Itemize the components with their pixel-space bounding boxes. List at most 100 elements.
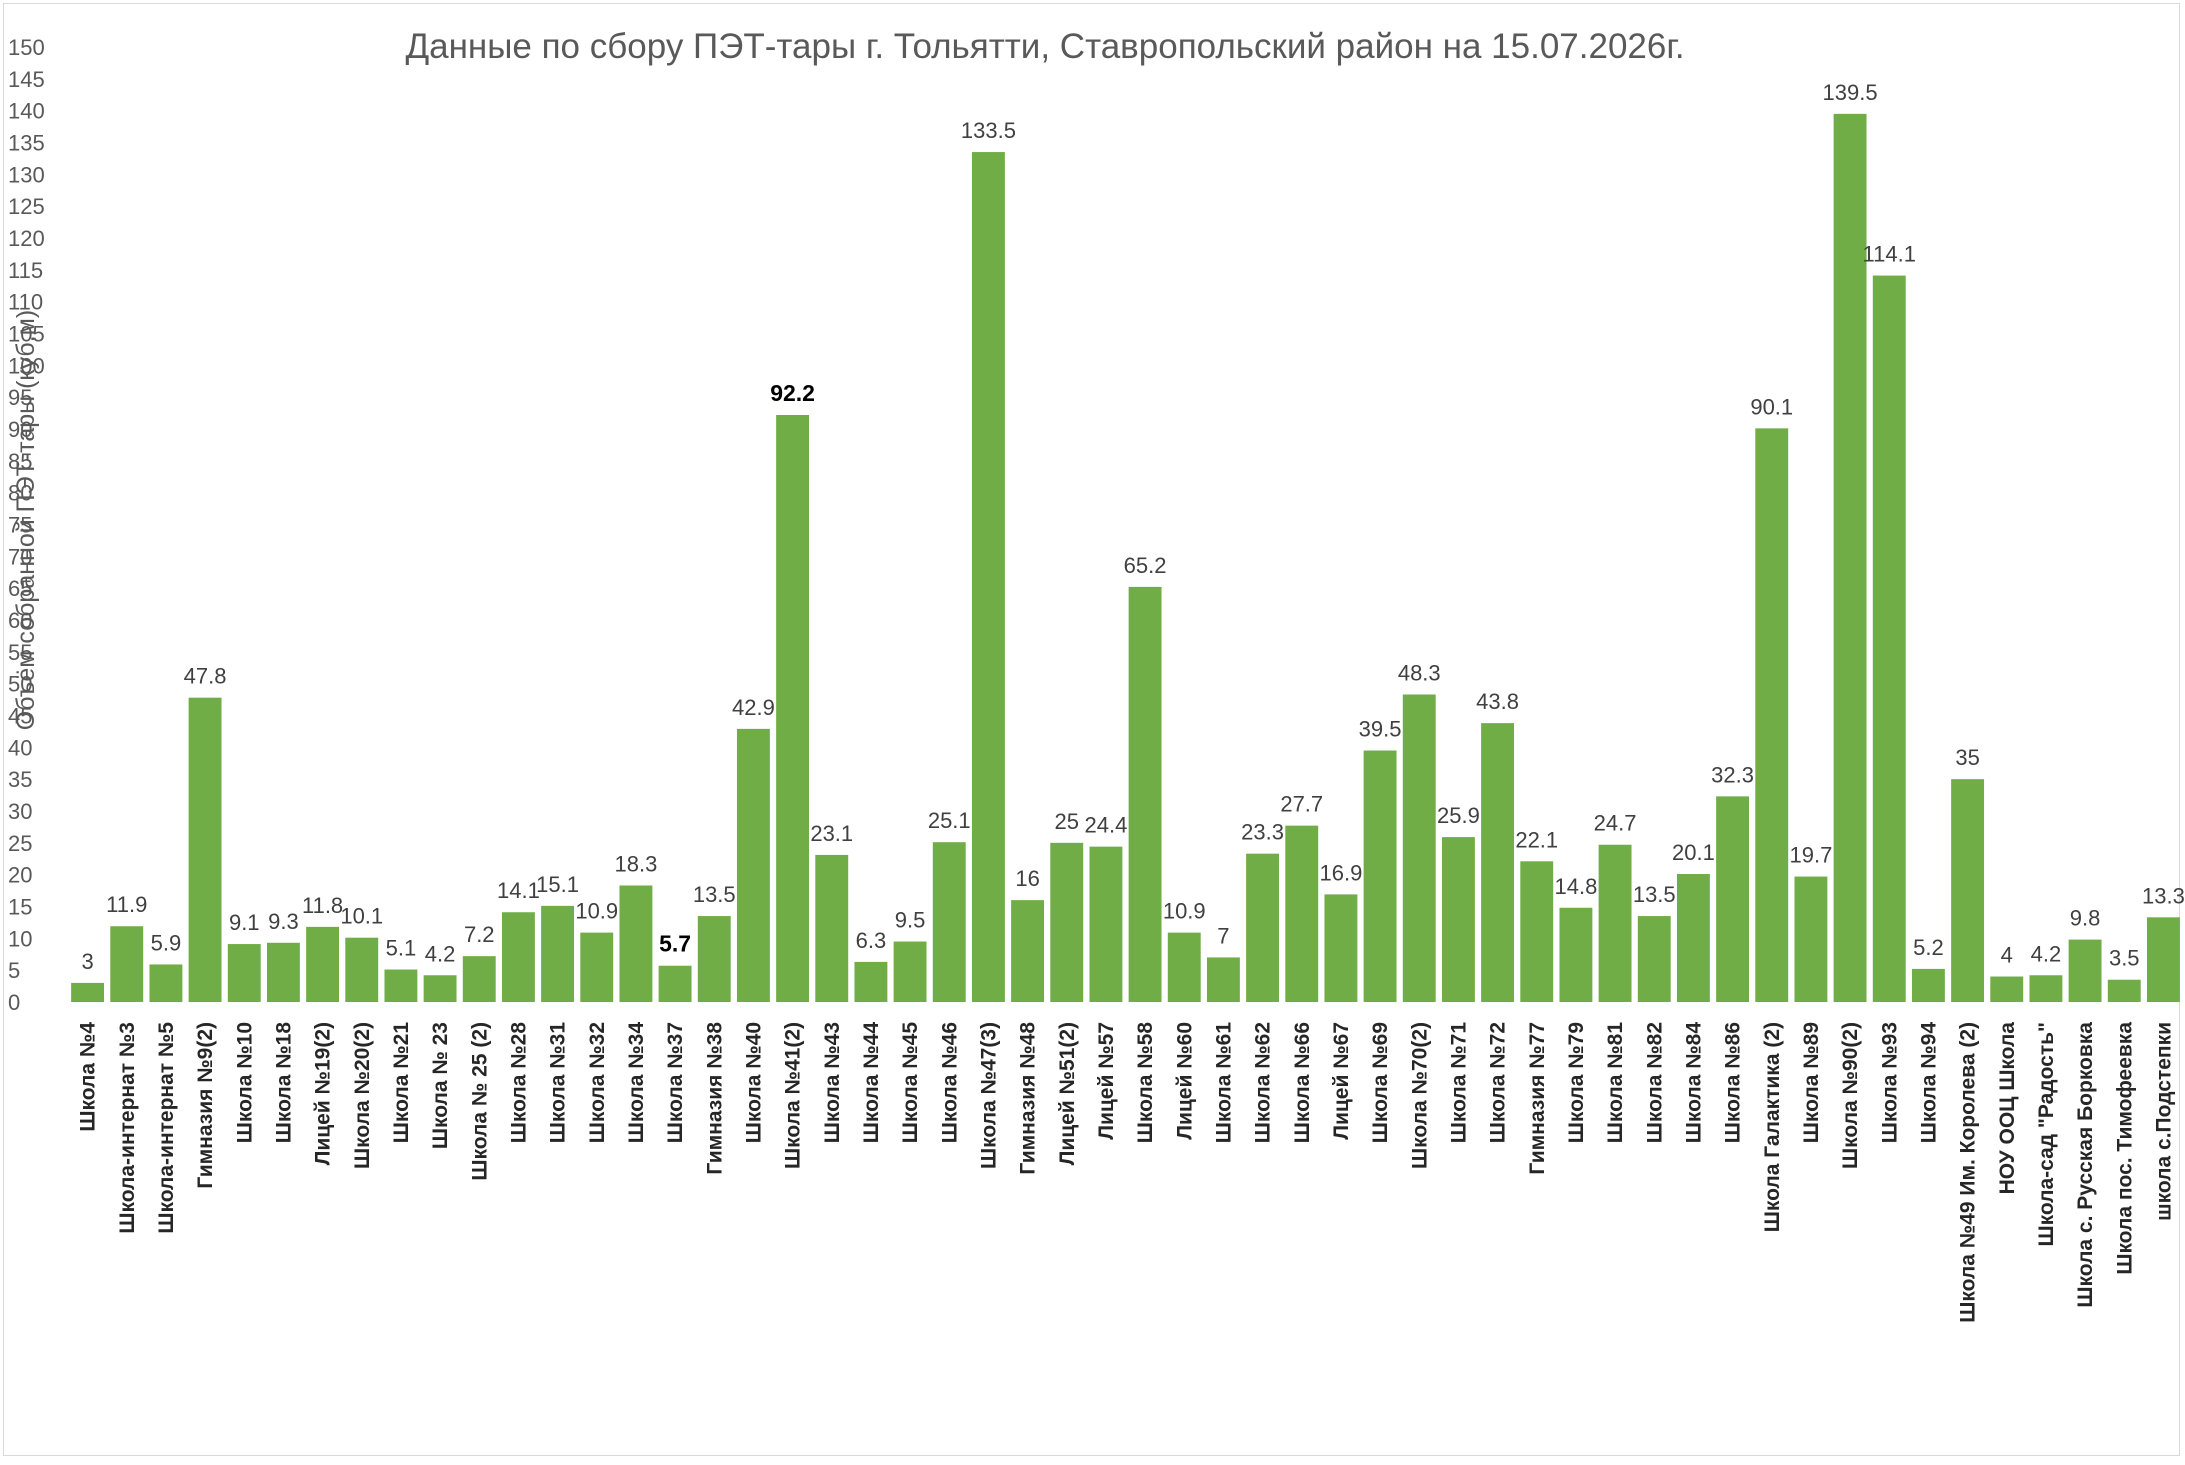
bar bbox=[932, 842, 966, 1002]
data-label: 15.1 bbox=[536, 872, 579, 897]
x-tick-label: Школа №58 bbox=[1134, 1022, 1157, 1144]
x-tick-label: Школа №37 bbox=[664, 1022, 687, 1143]
chart-title: Данные по сбору ПЭТ-тары г. Тольятти, Ст… bbox=[405, 27, 1684, 66]
data-label: 22.1 bbox=[1515, 827, 1558, 852]
y-tick-label: 5 bbox=[8, 958, 20, 983]
data-label: 27.7 bbox=[1280, 792, 1323, 817]
x-tick-label: Школа № 25 (2) bbox=[468, 1022, 491, 1181]
bar bbox=[658, 965, 692, 1002]
data-label: 11.8 bbox=[302, 893, 343, 918]
bar bbox=[345, 937, 379, 1002]
x-tick-label: Гимназия №77 bbox=[1526, 1022, 1549, 1175]
x-tick-label: Школа №41(2) bbox=[782, 1022, 805, 1169]
x-tick-label: Школа №46 bbox=[938, 1022, 961, 1143]
data-label: 133.5 bbox=[961, 118, 1016, 143]
bar bbox=[1167, 932, 1201, 1002]
x-tick-label: Школа №49 Им. Королева (2) bbox=[1957, 1022, 1980, 1323]
x-tick-label: Школа №18 bbox=[272, 1022, 295, 1144]
x-tick-label: Школа №34 bbox=[625, 1022, 648, 1144]
bar bbox=[619, 885, 653, 1002]
y-tick-label: 35 bbox=[8, 767, 32, 792]
bar bbox=[1833, 113, 1867, 1003]
chart-frame bbox=[3, 3, 2180, 1456]
bar bbox=[1246, 853, 1280, 1002]
data-label: 65.2 bbox=[1124, 553, 1167, 578]
data-label: 13.3 bbox=[2142, 883, 2185, 908]
bar bbox=[1324, 894, 1358, 1002]
bar bbox=[1911, 968, 1945, 1002]
data-labels: 311.95.947.89.1 9.311.810.15.1 4.27.214.11… bbox=[81, 80, 2184, 974]
bar bbox=[1520, 861, 1554, 1002]
data-label: 23.1 bbox=[810, 821, 853, 846]
bar bbox=[1794, 876, 1828, 1002]
bar bbox=[697, 916, 731, 1002]
bar bbox=[1011, 900, 1045, 1002]
bar bbox=[1598, 844, 1632, 1002]
x-tick-label: Школа №20(2) bbox=[351, 1022, 374, 1169]
x-tick-label: Школа №71 bbox=[1447, 1022, 1470, 1144]
x-tick-label: Школа №84 bbox=[1682, 1022, 1705, 1144]
y-tick-label: 10 bbox=[8, 926, 32, 951]
x-tick-label: Школа №72 bbox=[1487, 1022, 1510, 1143]
x-tick-label: Школа №47(3) bbox=[977, 1022, 1000, 1169]
y-tick-label: 95 bbox=[8, 385, 32, 410]
bar bbox=[1128, 586, 1162, 1002]
bar bbox=[893, 941, 927, 1002]
data-label: 9.3 bbox=[268, 909, 299, 934]
bar bbox=[1050, 842, 1084, 1002]
y-tick-label: 135 bbox=[8, 131, 45, 156]
y-axis-ticks: 0 5 10 15 20 25 30 35 40 45 50 55 60 65 70 75 80 85 90 95 10… bbox=[8, 35, 45, 1015]
y-tick-label: 80 bbox=[8, 481, 32, 506]
data-label: 16 bbox=[1015, 866, 1039, 891]
bar bbox=[776, 414, 810, 1002]
data-label: 9.8 bbox=[2070, 906, 2101, 931]
bar bbox=[1285, 825, 1319, 1002]
bar bbox=[2068, 939, 2102, 1002]
x-tick-label: Школа №32 bbox=[586, 1022, 609, 1143]
bar bbox=[580, 932, 614, 1002]
x-tick-label: Школа-интернат №3 bbox=[116, 1022, 139, 1234]
bar bbox=[1716, 796, 1750, 1002]
data-label: 4.2 bbox=[425, 941, 456, 966]
x-tick-label: Гимназия №9(2) bbox=[194, 1022, 217, 1189]
data-label: 32.3 bbox=[1711, 762, 1754, 787]
y-tick-label: 45 bbox=[8, 704, 32, 729]
bar bbox=[2107, 979, 2141, 1002]
x-tick-label: Школа №86 bbox=[1722, 1022, 1745, 1143]
bar bbox=[149, 964, 183, 1002]
y-tick-label: 115 bbox=[8, 258, 43, 283]
x-tick-label: Школа №44 bbox=[860, 1022, 883, 1144]
data-label: 25 bbox=[1055, 809, 1079, 834]
x-tick-label: школа с.Подстепки bbox=[2152, 1022, 2175, 1221]
x-tick-label: Школа №43 bbox=[821, 1022, 844, 1143]
x-tick-label: Школа №21 bbox=[390, 1022, 413, 1144]
data-label: 10.9 bbox=[575, 899, 618, 924]
bar bbox=[736, 728, 770, 1002]
data-label: 25.9 bbox=[1437, 803, 1480, 828]
data-label: 3.5 bbox=[2109, 946, 2140, 971]
y-tick-label: 120 bbox=[8, 226, 45, 251]
bar bbox=[541, 905, 575, 1002]
bar bbox=[2146, 917, 2180, 1002]
y-tick-label: 40 bbox=[8, 735, 32, 760]
x-tick-label: Школа пос. Тимофеевка bbox=[2113, 1022, 2136, 1275]
bars bbox=[71, 113, 2180, 1003]
data-label: 10.9 bbox=[1163, 899, 1206, 924]
bar bbox=[1089, 846, 1123, 1002]
y-tick-label: 150 bbox=[8, 35, 45, 60]
data-label: 16.9 bbox=[1320, 860, 1363, 885]
data-label: 25.1 bbox=[928, 808, 971, 833]
data-label: 11.9 bbox=[106, 892, 147, 917]
bar bbox=[1441, 837, 1475, 1002]
x-tick-label: Школа № 23 bbox=[429, 1022, 452, 1149]
x-tick-label: Школа №66 bbox=[1291, 1022, 1314, 1143]
data-label: 90.1 bbox=[1750, 394, 1793, 419]
bar bbox=[1676, 874, 1710, 1002]
data-label: 139.5 bbox=[1823, 80, 1878, 105]
y-tick-label: 60 bbox=[8, 608, 32, 633]
x-tick-label: Школа с. Русская Борковка bbox=[2074, 1022, 2097, 1308]
bar bbox=[423, 975, 457, 1002]
data-label: 23.3 bbox=[1241, 820, 1284, 845]
x-tick-label: Школа №81 bbox=[1604, 1022, 1627, 1144]
data-label: 5.2 bbox=[1913, 935, 1944, 960]
